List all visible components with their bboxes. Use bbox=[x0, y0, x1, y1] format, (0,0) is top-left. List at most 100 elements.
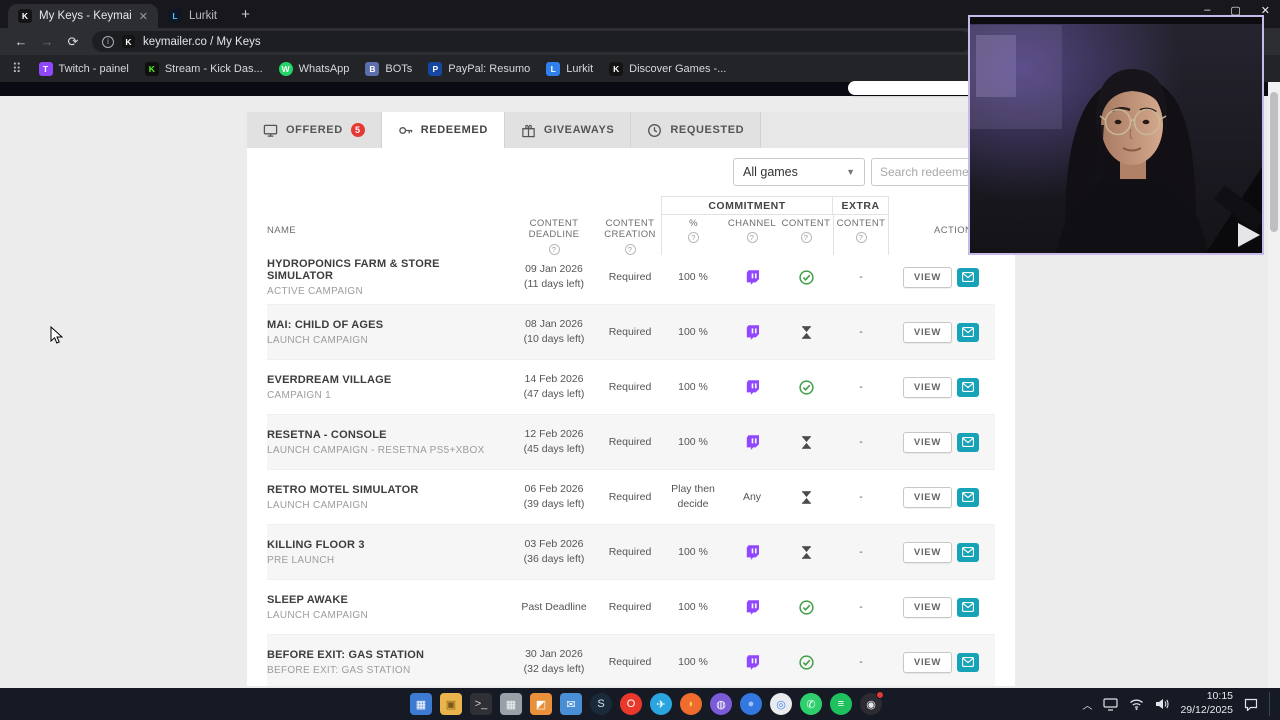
help-icon[interactable]: ? bbox=[800, 232, 812, 244]
terminal-icon[interactable]: >_ bbox=[470, 693, 492, 715]
percent-cell: 100 % bbox=[678, 270, 708, 283]
content-status-cell bbox=[779, 435, 833, 449]
steam-icon[interactable]: S bbox=[590, 693, 612, 715]
apps-grid-icon[interactable]: ⠿ bbox=[12, 60, 23, 76]
maximize-button[interactable]: ▢ bbox=[1230, 5, 1241, 17]
scrollbar-thumb[interactable] bbox=[1270, 92, 1278, 232]
hidden-icons-chevron[interactable]: ︿ bbox=[1082, 700, 1093, 712]
forward-icon[interactable]: → bbox=[40, 34, 54, 49]
bookmark-whatsapp[interactable]: W WhatsApp bbox=[278, 61, 349, 76]
hourglass-icon bbox=[801, 545, 812, 559]
bookmark-lurkit[interactable]: L Lurkit bbox=[546, 61, 593, 76]
close-button[interactable]: ✕ bbox=[1260, 5, 1270, 17]
view-button[interactable]: VIEW bbox=[902, 376, 952, 398]
col-header-content: CONTENT ? bbox=[781, 218, 831, 244]
taskbar-clock[interactable]: 10:15 29/12/2025 bbox=[1180, 690, 1233, 717]
message-button[interactable] bbox=[957, 377, 979, 397]
view-button[interactable]: VIEW bbox=[902, 431, 952, 453]
content-status-cell bbox=[779, 379, 833, 395]
view-button[interactable]: VIEW bbox=[902, 321, 952, 343]
creation-cell: Required bbox=[608, 435, 652, 448]
view-button[interactable]: VIEW bbox=[902, 486, 952, 508]
game-name-cell: RESETNA - CONSOLE LAUNCH CAMPAIGN - RESE… bbox=[267, 429, 509, 456]
tab-offered[interactable]: OFFERED 5 bbox=[247, 112, 382, 148]
help-icon[interactable]: ? bbox=[624, 243, 636, 255]
extra-content-cell: - bbox=[859, 545, 863, 558]
message-button[interactable] bbox=[957, 322, 979, 342]
help-icon[interactable]: ? bbox=[746, 232, 758, 244]
file-explorer-icon[interactable]: ▣ bbox=[440, 693, 462, 715]
message-button[interactable] bbox=[957, 267, 979, 287]
address-text: keymailer.co / My Keys bbox=[143, 35, 261, 48]
spotify-icon[interactable]: ≡ bbox=[830, 693, 852, 715]
notification-badge bbox=[876, 691, 884, 699]
site-header-search[interactable] bbox=[848, 81, 976, 95]
notifications-icon[interactable] bbox=[1244, 698, 1258, 711]
show-desktop-button[interactable] bbox=[1269, 692, 1272, 716]
task-view-icon[interactable]: ▦ bbox=[410, 693, 432, 715]
games-filter-select[interactable]: All games ▼ bbox=[733, 158, 865, 186]
bookmark-paypal[interactable]: P PayPal: Resumo bbox=[428, 61, 530, 76]
message-button[interactable] bbox=[957, 652, 979, 672]
bookmark-bots[interactable]: B BOTs bbox=[365, 61, 412, 76]
message-button[interactable] bbox=[957, 597, 979, 617]
actions-cell: VIEW bbox=[889, 651, 995, 673]
help-icon[interactable]: ? bbox=[548, 243, 560, 255]
display-icon[interactable] bbox=[1103, 697, 1119, 711]
game-name-cell: SLEEP AWAKE LAUNCH CAMPAIGN bbox=[267, 594, 509, 621]
channel-cell bbox=[725, 599, 779, 615]
envelope-icon bbox=[962, 437, 974, 447]
chrome-icon[interactable]: ◎ bbox=[770, 693, 792, 715]
bookmark-twitch[interactable]: T Twitch - painel bbox=[38, 61, 129, 76]
filters-row: All games ▼ bbox=[733, 158, 995, 186]
message-button[interactable] bbox=[957, 432, 979, 452]
app-purple-icon[interactable]: ◍ bbox=[710, 693, 732, 715]
message-button[interactable] bbox=[957, 542, 979, 562]
bookmark-discover-games[interactable]: K Discover Games -... bbox=[609, 61, 726, 76]
view-button[interactable]: VIEW bbox=[902, 266, 952, 288]
help-icon[interactable]: ? bbox=[855, 232, 867, 244]
channel-cell bbox=[725, 269, 779, 285]
page-scrollbar[interactable] bbox=[1268, 82, 1280, 688]
opera-icon[interactable]: O bbox=[620, 693, 642, 715]
volume-icon[interactable] bbox=[1155, 698, 1170, 710]
browser-tab-lurkit[interactable]: L Lurkit bbox=[158, 4, 227, 28]
minimize-button[interactable]: – bbox=[1204, 4, 1211, 16]
check-circle-icon bbox=[798, 379, 814, 395]
view-button[interactable]: VIEW bbox=[902, 651, 952, 673]
browser-tabstrip: K My Keys - Keymailer ✕ L Lurkit + – ▢ ✕ bbox=[0, 0, 1280, 28]
paypal-favicon: P bbox=[428, 61, 443, 76]
calculator-icon[interactable]: ▦ bbox=[500, 693, 522, 715]
app-blue-icon[interactable]: ● bbox=[740, 693, 762, 715]
telegram-icon[interactable]: ✈ bbox=[650, 693, 672, 715]
address-bar[interactable]: i K keymailer.co / My Keys bbox=[92, 31, 972, 52]
obs-icon[interactable]: ◉ bbox=[860, 691, 884, 715]
whatsapp-icon[interactable]: ✆ bbox=[800, 693, 822, 715]
back-icon[interactable]: ← bbox=[14, 34, 28, 49]
new-tab-button[interactable]: + bbox=[241, 6, 250, 23]
message-button[interactable] bbox=[957, 487, 979, 507]
content-status-cell bbox=[779, 269, 833, 285]
tab-close-icon[interactable]: ✕ bbox=[138, 10, 148, 23]
channel-cell bbox=[725, 654, 779, 670]
game-name-cell: KILLING FLOOR 3 PRE LAUNCH bbox=[267, 539, 509, 566]
check-circle-icon bbox=[798, 599, 814, 615]
view-button[interactable]: VIEW bbox=[902, 596, 952, 618]
photos-icon[interactable]: ◩ bbox=[530, 693, 552, 715]
view-button[interactable]: VIEW bbox=[902, 541, 952, 563]
tab-redeemed[interactable]: REDEEMED bbox=[381, 112, 505, 148]
help-icon[interactable]: ? bbox=[688, 232, 699, 244]
content-status-cell bbox=[779, 599, 833, 615]
creation-cell: Required bbox=[608, 545, 652, 558]
browser-tab-keymailer[interactable]: K My Keys - Keymailer ✕ bbox=[8, 4, 158, 28]
bookmark-kick[interactable]: K Stream - Kick Das... bbox=[144, 61, 263, 76]
mail-icon[interactable]: ✉ bbox=[560, 693, 582, 715]
wifi-icon[interactable] bbox=[1129, 698, 1144, 710]
tab-requested[interactable]: REQUESTED bbox=[631, 112, 762, 148]
refresh-icon[interactable]: ⟳ bbox=[67, 33, 79, 49]
lurkit-favicon: L bbox=[168, 9, 182, 23]
site-info-icon[interactable]: i bbox=[102, 35, 114, 48]
game-name: RESETNA - CONSOLE bbox=[267, 428, 387, 441]
firefox-icon[interactable]: ◗ bbox=[680, 693, 702, 715]
tab-giveaways[interactable]: GIVEAWAYS bbox=[504, 112, 632, 148]
